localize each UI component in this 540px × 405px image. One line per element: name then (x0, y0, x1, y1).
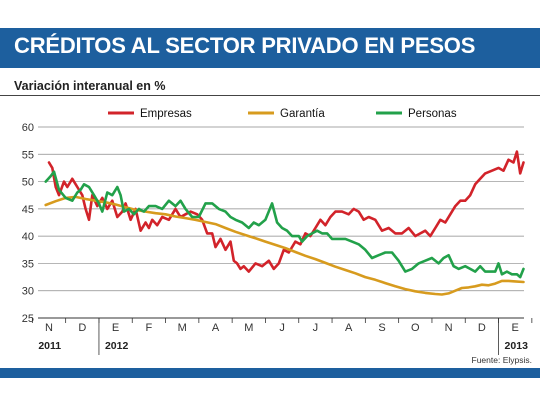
y-tick-label: 30 (22, 286, 34, 298)
x-tick-label: M (178, 322, 187, 334)
x-tick-label: J (279, 322, 285, 334)
x-tick-label: F (146, 322, 153, 334)
footer-bar (0, 368, 540, 378)
grid-lines (38, 126, 524, 319)
series-line-personas (44, 170, 525, 279)
source-note: Fuente: Elypsis. (471, 355, 532, 365)
legend-label: Personas (408, 108, 457, 120)
title-bar: CRÉDITOS AL SECTOR PRIVADO EN PESOS (0, 28, 540, 68)
chart-subtitle: Variación interanual en % (14, 79, 166, 93)
x-tick-label: N (45, 322, 53, 334)
x-tick-label: A (212, 322, 220, 334)
year-label: 2013 (505, 340, 529, 352)
x-tick-label: E (112, 322, 119, 334)
x-tick-label: J (313, 322, 319, 334)
x-tick-label: D (478, 322, 486, 334)
x-tick-label: N (445, 322, 453, 334)
y-tick-label: 35 (22, 258, 34, 270)
year-label: 2011 (38, 340, 61, 352)
subtitle-divider (0, 95, 540, 96)
year-label: 2012 (105, 340, 129, 352)
legend: Empresas Garantía Personas (108, 108, 457, 120)
y-tick-label: 50 (22, 177, 34, 189)
legend-label: Empresas (140, 108, 192, 120)
series-lines (44, 150, 525, 296)
x-tick-label: E (512, 322, 519, 334)
x-tick-label: M (244, 322, 253, 334)
x-tick-label: S (378, 322, 385, 334)
x-tick-label: O (411, 322, 420, 334)
axes (31, 317, 533, 355)
y-tick-label: 40 (22, 231, 34, 243)
legend-label: Garantía (280, 108, 325, 120)
y-tick-label: 25 (22, 313, 34, 325)
y-tick-label: 45 (22, 204, 34, 216)
y-tick-label: 60 (22, 122, 34, 134)
x-tick-label: D (78, 322, 86, 334)
x-tick-label: A (345, 322, 353, 334)
tick-labels: 60 55 50 45 40 35 30 25 N D E F M A M J J A S O N D E 2011 2012 2… (22, 122, 528, 352)
series-line-garantía (44, 195, 525, 296)
series-line-empresas (47, 150, 525, 273)
y-tick-label: 55 (22, 149, 34, 161)
chart-title: CRÉDITOS AL SECTOR PRIVADO EN PESOS (14, 33, 476, 58)
